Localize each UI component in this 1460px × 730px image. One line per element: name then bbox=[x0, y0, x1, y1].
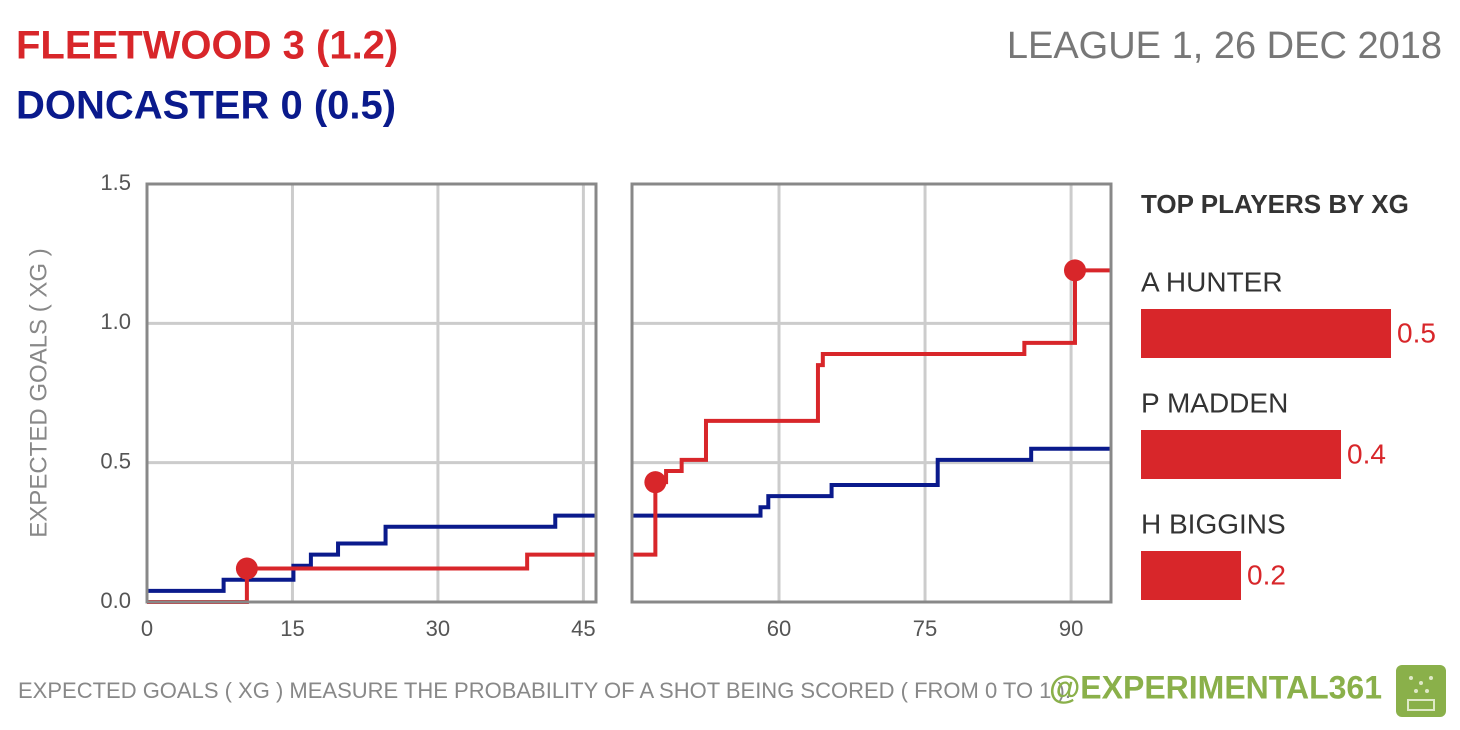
player-name: H BIGGINS bbox=[1141, 508, 1286, 539]
bar bbox=[1141, 430, 1341, 479]
footnote: EXPECTED GOALS ( XG ) MEASURE THE PROBAB… bbox=[18, 678, 1071, 703]
player-name: P MADDEN bbox=[1141, 387, 1288, 418]
value-label: 0.5 bbox=[1397, 317, 1436, 348]
y-tick-label: 0.5 bbox=[100, 448, 131, 473]
x-tick-label: 15 bbox=[280, 616, 304, 641]
y-tick-label: 1.5 bbox=[100, 170, 131, 195]
xg-line bbox=[147, 513, 596, 593]
x-tick-label: 90 bbox=[1059, 616, 1083, 641]
credit: @EXPERIMENTAL361 bbox=[1049, 669, 1382, 705]
bar bbox=[1141, 551, 1241, 600]
chart-title: FLEETWOOD 3 (1.2) bbox=[16, 24, 398, 68]
logo-goal bbox=[1407, 699, 1435, 711]
value-label: 0.2 bbox=[1247, 559, 1286, 590]
players-title: TOP PLAYERS BY XG bbox=[1141, 189, 1409, 219]
x-tick-label: 30 bbox=[426, 616, 450, 641]
goal-marker bbox=[1063, 259, 1086, 282]
panel-frame bbox=[630, 182, 1113, 604]
goal-marker bbox=[235, 557, 258, 580]
xg-line bbox=[147, 552, 596, 604]
logo-dot bbox=[1425, 689, 1429, 693]
logo-dot bbox=[1429, 676, 1433, 680]
chart-subtitle: DONCASTER 0 (0.5) bbox=[16, 84, 396, 128]
x-tick-label: 60 bbox=[767, 616, 791, 641]
y-tick-label: 0.0 bbox=[100, 588, 131, 613]
x-tick-label: 45 bbox=[571, 616, 595, 641]
goal-marker bbox=[644, 471, 667, 494]
x-tick-label: 0 bbox=[141, 616, 153, 641]
logo-dot bbox=[1409, 676, 1413, 680]
logo bbox=[1396, 665, 1446, 717]
value-label: 0.4 bbox=[1347, 438, 1386, 469]
y-axis-label: EXPECTED GOALS ( XG ) bbox=[25, 248, 52, 537]
player-name: A HUNTER bbox=[1141, 266, 1283, 297]
bar bbox=[1141, 309, 1391, 358]
xg-line bbox=[632, 446, 1111, 518]
logo-dot bbox=[1414, 689, 1418, 693]
panel-frame bbox=[145, 182, 598, 604]
xg-line bbox=[632, 268, 1111, 557]
x-tick-label: 75 bbox=[913, 616, 937, 641]
match-label: LEAGUE 1, 26 DEC 2018 bbox=[1007, 25, 1442, 67]
logo-dot bbox=[1419, 681, 1423, 685]
y-tick-label: 1.0 bbox=[100, 309, 131, 334]
